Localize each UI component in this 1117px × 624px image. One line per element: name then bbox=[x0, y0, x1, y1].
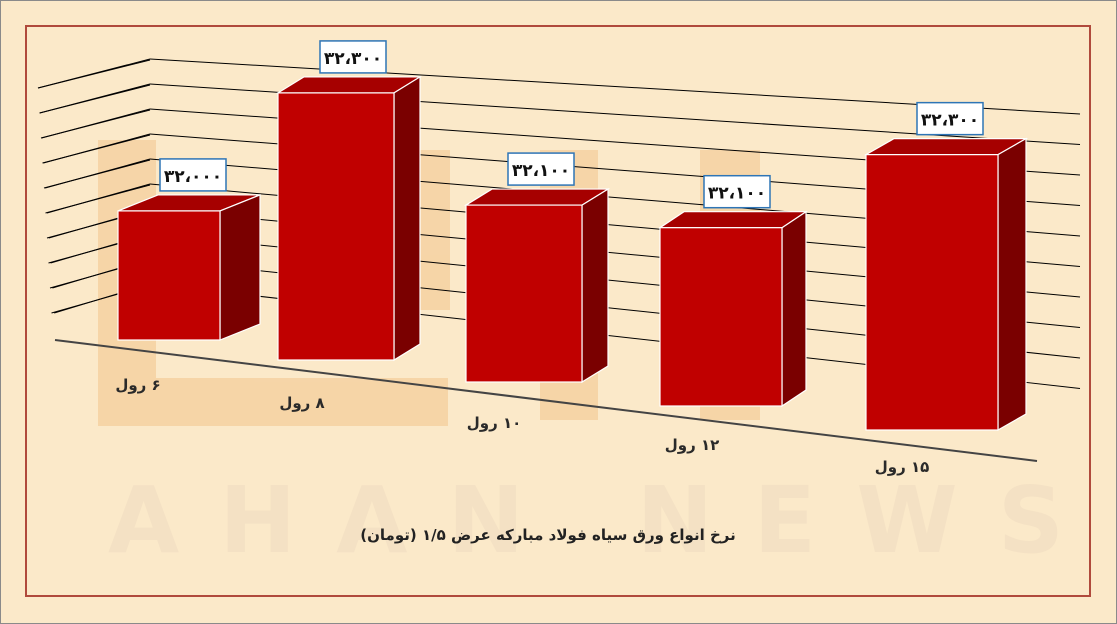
gridline bbox=[46, 183, 151, 214]
gridline bbox=[39, 83, 151, 114]
data-label: ۳۲،۳۰۰ bbox=[921, 111, 979, 131]
bar-side bbox=[219, 194, 261, 341]
watermark-stroke bbox=[420, 150, 450, 310]
bar bbox=[659, 227, 783, 407]
x-tick-label: ۱۰ رول bbox=[467, 414, 522, 432]
chart-bars bbox=[117, 75, 1029, 432]
bar-side bbox=[781, 210, 807, 408]
watermark-text: AHAN NEWS bbox=[108, 467, 1104, 574]
gridline bbox=[43, 133, 151, 164]
data-label: ۳۲،۱۰۰ bbox=[708, 184, 766, 204]
bar-top bbox=[658, 211, 808, 229]
x-tick-label: ۱۵ رول bbox=[875, 458, 930, 476]
chart-inner-border bbox=[25, 25, 1091, 597]
bar bbox=[465, 204, 583, 383]
gridline bbox=[45, 158, 151, 189]
bar-side bbox=[997, 137, 1027, 432]
bar bbox=[865, 154, 999, 431]
watermark-stroke bbox=[98, 378, 448, 426]
bar bbox=[117, 210, 221, 341]
data-label: ۳۲،۰۰۰ bbox=[164, 167, 222, 187]
x-tick-label: ۱۲ رول bbox=[665, 436, 720, 454]
data-label-box bbox=[703, 174, 771, 209]
data-label-box bbox=[319, 40, 387, 74]
data-label-box bbox=[916, 101, 984, 136]
x-tick-label: ۸ رول bbox=[279, 394, 324, 412]
data-label-box bbox=[507, 152, 575, 186]
data-label: ۳۲،۳۰۰ bbox=[324, 49, 382, 69]
x-axis-line bbox=[54, 339, 1038, 462]
gridline bbox=[37, 58, 151, 89]
data-label: ۳۲،۱۰۰ bbox=[512, 161, 570, 181]
chart-title: نرخ انواع ورق سیاه فولاد مبارکه عرض ۱/۵ … bbox=[360, 526, 735, 544]
data-label-box bbox=[159, 158, 227, 192]
gridline bbox=[41, 108, 151, 139]
bar bbox=[277, 92, 395, 361]
bar-side bbox=[393, 75, 421, 362]
x-tick-label: ۶ رول bbox=[115, 376, 160, 394]
chart-labels: ۳۲،۰۰۰ ۶ رول ۳۲،۳۰۰ ۸ رول ۳۲،۱۰۰ ۱۰ رول ۳۲،۱۰۰… bbox=[115, 40, 984, 476]
bar-side bbox=[581, 188, 609, 384]
